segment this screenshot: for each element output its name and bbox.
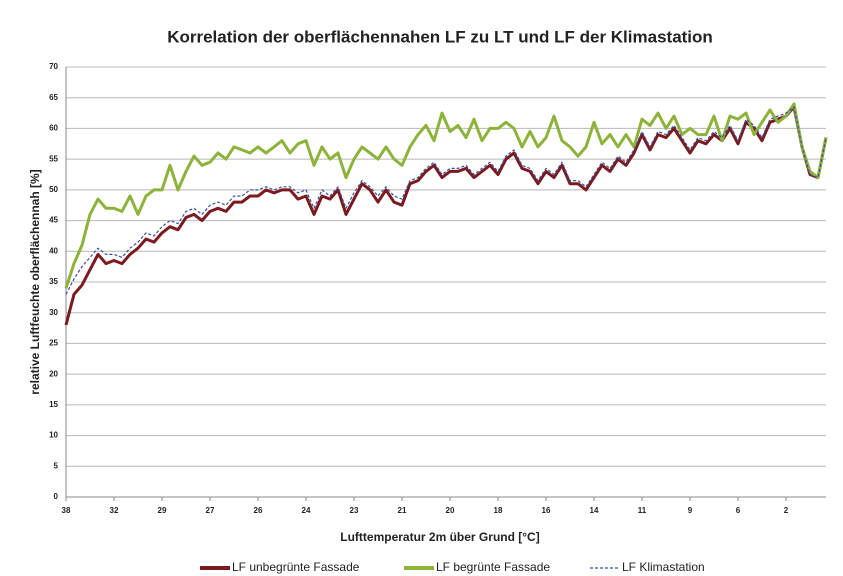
legend-label: LF unbegrünte Fassade bbox=[232, 560, 360, 574]
x-tick-label: 9 bbox=[688, 506, 693, 515]
x-tick-label: 24 bbox=[302, 506, 311, 515]
x-tick-label: 23 bbox=[350, 506, 359, 515]
x-tick-label: 20 bbox=[446, 506, 455, 515]
legend-label: LF Klimastation bbox=[622, 560, 705, 574]
x-tick-label: 11 bbox=[638, 506, 647, 515]
y-tick-label: 5 bbox=[54, 461, 59, 470]
y-tick-label: 10 bbox=[49, 431, 58, 440]
y-tick-label: 25 bbox=[49, 339, 58, 348]
legend-label: LF begrünte Fassade bbox=[436, 560, 550, 574]
series-line bbox=[64, 102, 828, 289]
x-tick-label: 16 bbox=[542, 506, 551, 515]
y-tick-label: 70 bbox=[49, 62, 58, 71]
x-tick-label: 14 bbox=[590, 506, 599, 515]
x-tick-label: 26 bbox=[254, 506, 263, 515]
x-tick-label: 2 bbox=[784, 506, 789, 515]
y-axis-label: relative Luftfeuchte oberflächennah [%] bbox=[28, 169, 42, 394]
x-axis-label: Lufttemperatur 2m über Grund [°C] bbox=[340, 530, 539, 544]
x-tick-label: 6 bbox=[736, 506, 741, 515]
y-tick-label: 60 bbox=[49, 124, 58, 133]
y-tick-label: 45 bbox=[49, 216, 58, 225]
y-tick-label: 20 bbox=[49, 369, 58, 378]
chart-title: Korrelation der oberflächennahen LF zu L… bbox=[167, 27, 713, 46]
x-tick-label: 21 bbox=[398, 506, 407, 515]
x-tick-label: 32 bbox=[110, 506, 119, 515]
y-tick-label: 30 bbox=[49, 308, 58, 317]
x-tick-label: 18 bbox=[494, 506, 503, 515]
x-tick-label: 29 bbox=[158, 506, 167, 515]
y-tick-label: 65 bbox=[49, 93, 58, 102]
series-line bbox=[64, 105, 828, 326]
x-tick-label: 27 bbox=[206, 506, 215, 515]
y-tick-label: 40 bbox=[49, 246, 58, 255]
x-tick-label: 38 bbox=[62, 506, 71, 515]
y-tick-label: 35 bbox=[49, 277, 58, 286]
y-tick-label: 50 bbox=[49, 185, 58, 194]
y-tick-label: 0 bbox=[54, 492, 59, 501]
y-tick-label: 15 bbox=[49, 400, 58, 409]
y-tick-label: 55 bbox=[49, 154, 58, 163]
